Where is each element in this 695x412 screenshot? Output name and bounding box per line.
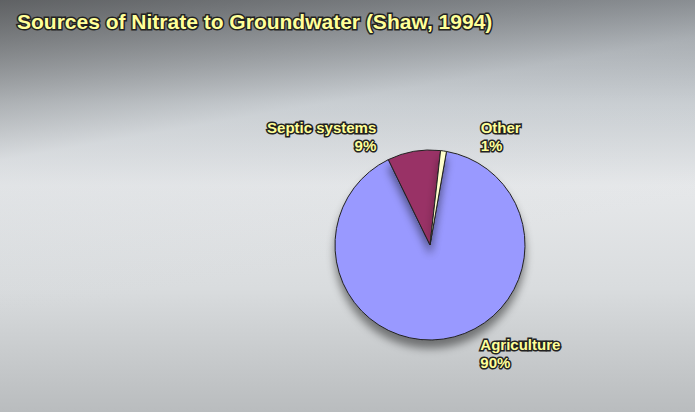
svg-text:90%: 90% — [480, 354, 510, 371]
svg-text:9%: 9% — [355, 137, 377, 154]
svg-text:Septic systems: Septic systems — [267, 119, 376, 136]
svg-text:Sources of Nitrate to Groundwa: Sources of Nitrate to Groundwater (Shaw,… — [17, 10, 492, 33]
svg-text:Other: Other — [481, 119, 521, 136]
svg-text:1%: 1% — [481, 137, 503, 154]
svg-text:Agriculture: Agriculture — [480, 336, 560, 353]
